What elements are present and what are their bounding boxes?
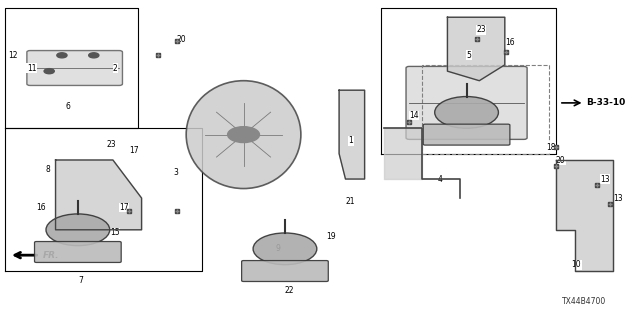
- FancyBboxPatch shape: [27, 51, 122, 85]
- Text: 11: 11: [27, 63, 36, 73]
- Text: 15: 15: [109, 228, 119, 237]
- FancyBboxPatch shape: [35, 242, 121, 262]
- Text: 2: 2: [113, 63, 118, 73]
- Text: 12: 12: [8, 51, 17, 60]
- Circle shape: [44, 69, 54, 74]
- Polygon shape: [339, 90, 365, 179]
- Text: 10: 10: [572, 260, 581, 269]
- Text: 13: 13: [600, 174, 610, 184]
- Polygon shape: [556, 160, 613, 271]
- Circle shape: [228, 127, 259, 142]
- Text: 16: 16: [505, 38, 515, 47]
- Text: 21: 21: [346, 197, 355, 206]
- Text: 22: 22: [285, 285, 294, 295]
- Text: 17: 17: [129, 146, 138, 155]
- Text: FR.: FR.: [43, 251, 60, 260]
- Ellipse shape: [253, 233, 317, 265]
- Text: 20: 20: [556, 156, 565, 164]
- Text: 5: 5: [467, 51, 472, 60]
- Text: 9: 9: [275, 244, 280, 253]
- Text: 4: 4: [438, 174, 443, 184]
- Text: 23: 23: [106, 140, 116, 148]
- Text: 18: 18: [546, 143, 556, 152]
- FancyBboxPatch shape: [406, 67, 527, 140]
- Text: 8: 8: [46, 165, 51, 174]
- Text: 19: 19: [326, 232, 336, 241]
- Polygon shape: [447, 17, 505, 81]
- FancyBboxPatch shape: [242, 260, 328, 282]
- Polygon shape: [56, 160, 141, 230]
- Text: 20: 20: [177, 35, 186, 44]
- Text: 13: 13: [613, 194, 623, 203]
- Text: 1: 1: [349, 136, 353, 146]
- Text: 6: 6: [65, 101, 70, 111]
- Circle shape: [57, 53, 67, 58]
- Text: B-33-10: B-33-10: [586, 99, 626, 108]
- FancyBboxPatch shape: [423, 124, 510, 145]
- Text: 14: 14: [409, 111, 419, 120]
- Text: 3: 3: [173, 168, 179, 177]
- Circle shape: [89, 53, 99, 58]
- Ellipse shape: [435, 97, 499, 128]
- Text: TX44B4700: TX44B4700: [562, 297, 606, 306]
- Text: 17: 17: [119, 203, 129, 212]
- Text: 16: 16: [36, 203, 46, 212]
- Ellipse shape: [46, 214, 109, 246]
- Ellipse shape: [186, 81, 301, 188]
- Text: 7: 7: [78, 276, 83, 285]
- Text: 23: 23: [476, 25, 486, 35]
